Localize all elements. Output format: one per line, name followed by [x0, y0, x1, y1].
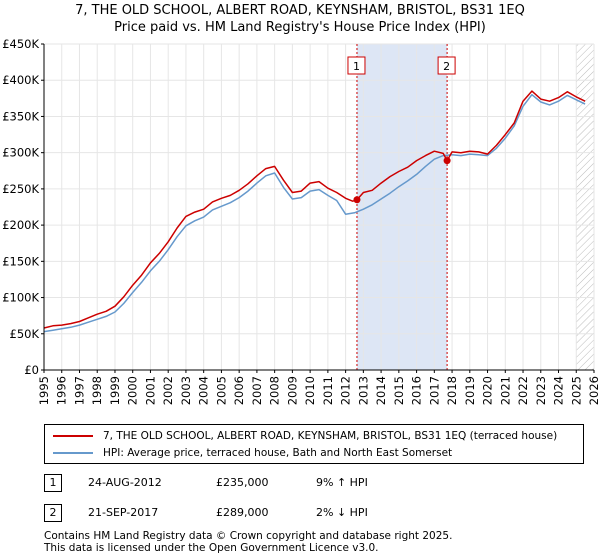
legend-swatch-hpi — [53, 452, 93, 454]
x-tick-label: 2011 — [321, 376, 335, 405]
sale-marker-label: 1 — [44, 474, 62, 492]
x-tick-label: 2002 — [161, 376, 175, 405]
legend-item-property: 7, THE OLD SCHOOL, ALBERT ROAD, KEYNSHAM… — [53, 428, 557, 444]
x-tick-label: 2003 — [179, 376, 193, 405]
x-tick-label: 2000 — [126, 376, 140, 405]
sale-2-point — [443, 157, 451, 165]
chart-subtitle: Price paid vs. HM Land Registry's House … — [114, 20, 486, 35]
x-tick-label: 1996 — [55, 376, 69, 405]
sales-shaded-range — [356, 44, 448, 370]
x-tick-label: 2010 — [303, 376, 317, 405]
y-tick-label: £200K — [2, 218, 39, 232]
x-tick-label: 2023 — [534, 376, 548, 405]
x-tick-label: 2009 — [285, 376, 299, 405]
future-hatched-region — [576, 44, 594, 370]
sale-price: £289,000 — [216, 506, 269, 519]
x-tick-label: 2026 — [587, 376, 600, 405]
sale-date: 24-AUG-2012 — [88, 476, 162, 489]
x-tick-label: 2013 — [356, 376, 370, 405]
sale-1-point — [353, 196, 361, 204]
legend-label-hpi: HPI: Average price, terraced house, Bath… — [103, 447, 453, 459]
sale-marker-label: 2 — [44, 504, 62, 522]
sale-1-box — [347, 56, 366, 75]
series-line-property — [43, 90, 586, 329]
series-line-hpi — [43, 93, 586, 333]
y-tick-label: £250K — [2, 182, 39, 196]
legend-item-hpi: HPI: Average price, terraced house, Bath… — [53, 445, 452, 461]
sale-2-box — [437, 56, 456, 75]
x-tick-label: 2001 — [143, 376, 157, 405]
x-tick-label: 2014 — [374, 376, 388, 405]
legend-swatch-property — [53, 435, 93, 437]
x-tick-label: 2008 — [268, 376, 282, 405]
legend-label-property: 7, THE OLD SCHOOL, ALBERT ROAD, KEYNSHAM… — [103, 430, 558, 442]
sale-hpi-relation: 9% ↑ HPI — [316, 476, 368, 489]
x-tick-label: 2022 — [516, 376, 530, 405]
footer-licence: This data is licensed under the Open Gov… — [44, 542, 379, 554]
sale-hpi-relation: 2% ↓ HPI — [316, 506, 368, 519]
y-tick-label: £400K — [2, 73, 39, 87]
y-tick-label: £300K — [2, 146, 39, 160]
x-tick-label: 2019 — [463, 376, 477, 405]
chart-title-address: 7, THE OLD SCHOOL, ALBERT ROAD, KEYNSHAM… — [75, 3, 525, 18]
y-tick-label: £100K — [2, 291, 39, 305]
x-tick-label: 2016 — [410, 376, 424, 405]
x-tick-label: 2025 — [569, 376, 583, 405]
x-tick-label: 2012 — [339, 376, 353, 405]
x-tick-label: 2021 — [498, 376, 512, 405]
y-tick-label: £350K — [2, 109, 39, 123]
x-tick-label: 2006 — [232, 376, 246, 405]
footer-copyright: Contains HM Land Registry data © Crown c… — [44, 530, 453, 542]
x-tick-label: 2005 — [214, 376, 228, 405]
price-chart: 1 2 £0 £50K £100K £150K £200K £250K £300K £350K £4… — [2, 37, 600, 405]
sale-1-box-label: 1 — [353, 60, 360, 73]
legend: 7, THE OLD SCHOOL, ALBERT ROAD, KEYNSHAM… — [44, 424, 584, 464]
x-tick-label: 2007 — [250, 376, 264, 405]
x-tick-label: 2004 — [197, 376, 211, 405]
sale-date: 21-SEP-2017 — [88, 506, 159, 519]
y-tick-label: £150K — [2, 254, 39, 268]
y-tick-label: £450K — [2, 37, 39, 51]
x-tick-label: 2024 — [552, 376, 566, 405]
x-tick-label: 1998 — [90, 376, 104, 405]
y-tick-label: £50K — [10, 327, 40, 341]
x-tick-label: 1997 — [72, 376, 86, 405]
sale-2-box-label: 2 — [443, 60, 450, 73]
x-tick-label: 1995 — [37, 376, 51, 405]
x-tick-label: 2018 — [445, 376, 459, 405]
y-tick-label: £0 — [24, 363, 39, 377]
sale-price: £235,000 — [216, 476, 269, 489]
x-tick-label: 2020 — [481, 376, 495, 405]
x-tick-label: 2017 — [427, 376, 441, 405]
x-tick-label: 2015 — [392, 376, 406, 405]
x-tick-label: 1999 — [108, 376, 122, 405]
